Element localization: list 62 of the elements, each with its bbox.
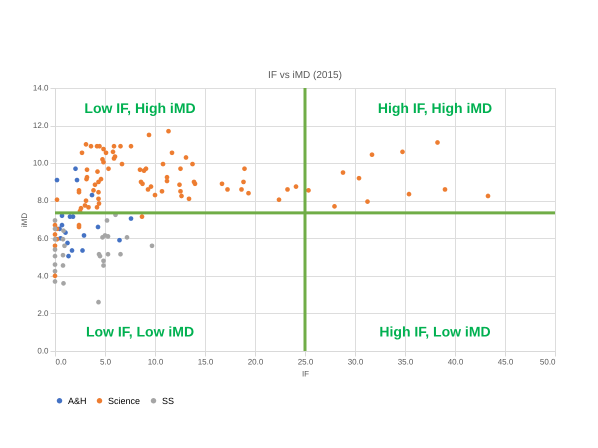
y-tick-label: 4.0 [37,271,50,280]
point [117,238,122,243]
y-tick-label: 0.0 [37,346,50,356]
point [54,178,60,182]
y-tick-label: 2.0 [37,308,50,318]
point [61,281,66,286]
point [60,263,66,268]
legend-label: Science [108,396,140,406]
point [52,247,58,252]
point [106,234,110,239]
point [52,218,58,223]
point [52,254,58,258]
point [101,263,106,268]
x-tick-label: 20.0 [248,358,264,366]
x-tick-label: 50.0 [540,358,556,366]
x-tick-label: 0.0 [56,358,68,366]
point [96,300,101,304]
point [66,254,71,258]
point [124,235,130,240]
x-tick-label: 45.0 [498,358,514,366]
annotation: High IF, High iMD [378,100,492,116]
chart-title: IF vs iMD (2015) [268,70,342,81]
point [118,252,123,257]
point [82,233,86,238]
point [96,224,100,230]
y-tick-label: 14.0 [32,84,50,92]
y-tick-label: 10.0 [32,158,50,168]
point [104,218,110,223]
point [60,236,66,242]
point [150,243,154,248]
point [65,240,70,246]
x-tick-label: 35.0 [398,358,414,366]
y-tick-label: 8.0 [37,196,50,206]
x-tick-label: 10.0 [148,358,164,366]
point [60,222,64,228]
point [70,248,74,253]
x-tick-label: 5.0 [100,358,112,366]
annotation: High IF, Low iMD [379,324,491,340]
legend-label: SS [162,396,174,406]
point [90,192,94,198]
annotation: Low IF, Low iMD [86,324,194,340]
legend-label: A&H [68,396,87,406]
point [106,252,110,257]
point [101,258,106,264]
annotation: Low IF, High iMD [84,100,196,116]
x-tick-label: 30.0 [348,358,364,366]
y-tick-label: 12.0 [32,121,50,130]
point [74,178,80,182]
x-tick-label: 25.0 [298,358,314,366]
y-axis-title: iMD [20,212,29,228]
point [80,248,85,253]
x-axis-title: IF [302,370,310,378]
point [62,243,67,248]
point [52,262,58,267]
x-tick-label: 15.0 [198,358,214,366]
point [73,166,78,172]
x-tick-label: 40.0 [448,358,464,366]
point [60,252,66,258]
point [128,216,134,221]
point [52,268,58,274]
point [52,279,58,284]
y-tick-label: 6.0 [37,234,50,243]
